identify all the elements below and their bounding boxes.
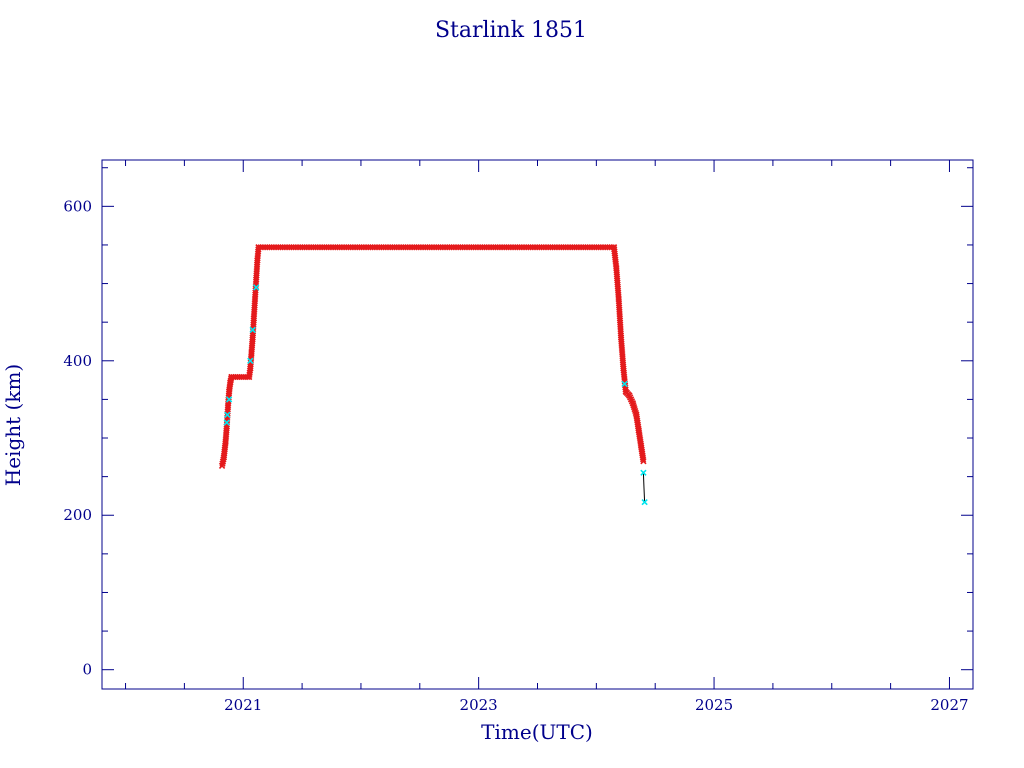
data-point [641,498,648,506]
data-point [253,284,260,291]
y-axis-label: Height (km) [1,364,25,486]
y-axis-tick-labels: 0 200 400 600 [63,197,92,678]
y-tick-label: 0 [82,661,92,679]
data-point [621,380,628,388]
data-point [622,386,629,393]
x-tick-label: 2027 [930,696,968,714]
x-axis-ticks [125,160,950,689]
data-point [640,469,647,476]
data-point [639,456,647,463]
data-point [223,419,230,426]
data-point [640,458,647,465]
chart-title: Starlink 1851 [435,18,587,43]
x-axis-tick-labels: 2021 2023 2025 2027 [224,696,968,714]
plot-frame [101,159,974,690]
data-marks [218,244,648,506]
x-axis-label: Time(UTC) [481,720,593,744]
y-tick-label: 200 [63,506,92,524]
x-tick-label: 2021 [224,696,262,714]
x-tick-label: 2025 [695,696,733,714]
decay-line [642,472,646,503]
y-axis-ticks [102,167,973,671]
y-tick-label: 600 [63,197,92,215]
data-point [247,357,254,364]
data-point [224,411,231,419]
data-point [225,396,233,403]
x-tick-label: 2023 [460,696,498,714]
y-tick-label: 400 [63,352,92,370]
data-point [249,326,256,334]
